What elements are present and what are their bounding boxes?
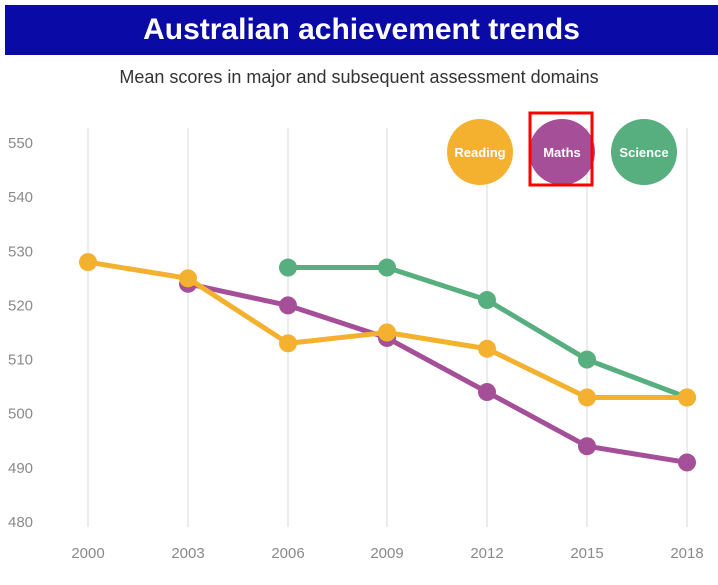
x-tick-label-2018: 2018	[670, 545, 703, 562]
legend-highlight-box	[528, 111, 594, 187]
x-tick-label-2009: 2009	[370, 545, 403, 562]
point-science-2015	[578, 350, 596, 369]
y-axis-tick-labels: 480 490 500 510 520 530 540 550	[8, 135, 33, 531]
data-series	[79, 253, 696, 472]
legend-label-reading: Reading	[454, 145, 505, 160]
x-tick-label-2012: 2012	[470, 545, 503, 562]
x-tick-label-2015: 2015	[570, 545, 603, 562]
point-reading-2015	[578, 388, 596, 407]
chart-title-bar: Australian achievement trends	[5, 5, 718, 55]
point-science-2012	[478, 291, 496, 310]
legend-item-maths[interactable]: Maths	[528, 111, 595, 187]
legend-label-maths: Maths	[543, 145, 581, 160]
point-maths-2015	[578, 437, 596, 456]
y-tick-label-500: 500	[8, 406, 33, 423]
legend: Reading Maths Science	[447, 111, 677, 187]
point-reading-2009	[378, 323, 396, 342]
point-reading-2012	[478, 339, 496, 358]
legend-circle-maths	[529, 119, 595, 185]
y-tick-label-490: 490	[8, 460, 33, 477]
chart-title: Australian achievement trends	[143, 13, 580, 46]
x-tick-label-2003: 2003	[171, 545, 204, 562]
y-tick-label-480: 480	[8, 514, 33, 531]
chart-subtitle: Mean scores in major and subsequent asse…	[119, 67, 599, 87]
point-maths-2012	[478, 383, 496, 402]
point-reading-2006	[279, 334, 297, 353]
y-tick-label-520: 520	[8, 297, 33, 314]
point-reading-2018	[678, 388, 696, 407]
point-reading-2003	[179, 269, 197, 288]
point-maths-2006	[279, 296, 297, 315]
point-science-2009	[378, 258, 396, 277]
legend-circle-reading	[447, 119, 513, 185]
x-tick-label-2000: 2000	[71, 545, 104, 562]
y-tick-label-530: 530	[8, 243, 33, 260]
y-tick-label-510: 510	[8, 352, 33, 369]
x-axis-tick-labels: 2000 2003 2006 2009 2012 2015 2018	[71, 545, 703, 562]
point-reading-2000	[79, 253, 97, 272]
series-line-maths	[185, 281, 690, 465]
legend-circle-science	[611, 119, 677, 185]
x-tick-label-2006: 2006	[271, 545, 304, 562]
legend-item-science[interactable]: Science	[611, 119, 677, 185]
y-tick-label-540: 540	[8, 189, 33, 206]
series-reading	[79, 253, 696, 407]
legend-item-reading[interactable]: Reading	[447, 119, 513, 185]
point-science-2006	[279, 258, 297, 277]
legend-label-science: Science	[619, 145, 668, 160]
y-tick-label-550: 550	[8, 135, 33, 152]
point-maths-2018	[678, 453, 696, 472]
